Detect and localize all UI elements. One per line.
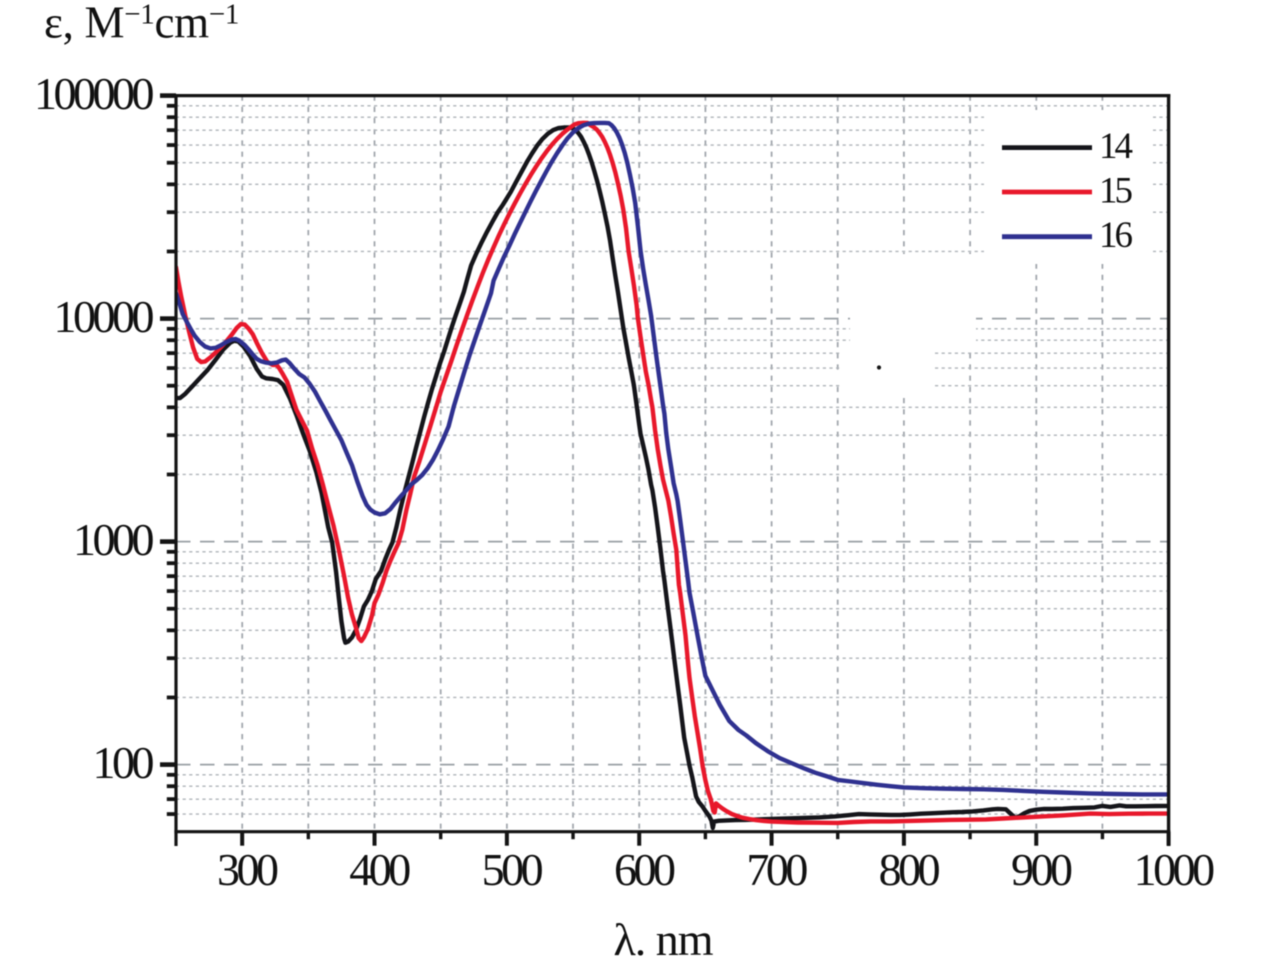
svg-text:16: 16 <box>1099 215 1133 256</box>
svg-text:500: 500 <box>482 844 543 895</box>
svg-text:600: 600 <box>614 844 675 895</box>
svg-text:14: 14 <box>1099 126 1133 167</box>
svg-text:700: 700 <box>746 844 807 895</box>
svg-text:15: 15 <box>1099 170 1133 211</box>
svg-text:800: 800 <box>879 844 940 895</box>
svg-text:1000: 1000 <box>1134 844 1215 895</box>
svg-text:400: 400 <box>349 844 410 895</box>
svg-text:ε, M−1cm−1: ε, M−1cm−1 <box>44 0 239 48</box>
svg-text:100: 100 <box>93 737 154 788</box>
svg-text:900: 900 <box>1011 844 1072 895</box>
svg-text:λ. nm: λ. nm <box>613 914 713 960</box>
svg-text:1000: 1000 <box>73 514 154 565</box>
svg-text:10000: 10000 <box>54 291 154 342</box>
svg-text:100000: 100000 <box>34 68 154 119</box>
svg-text:300: 300 <box>217 844 278 895</box>
